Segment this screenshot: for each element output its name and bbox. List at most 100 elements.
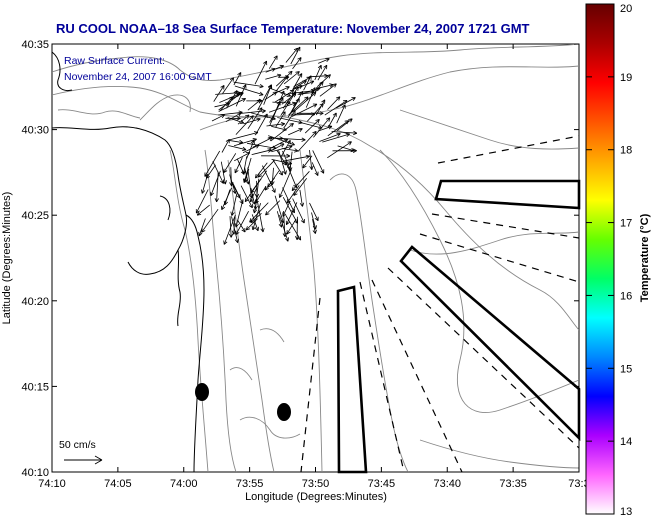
current-vector — [265, 73, 282, 80]
current-vector — [293, 177, 308, 196]
x-tick-label: 74:10 — [38, 478, 66, 490]
current-vector — [231, 216, 239, 243]
current-vector — [201, 173, 209, 194]
current-vector — [290, 98, 300, 113]
current-vector — [267, 170, 280, 188]
current-vector — [201, 208, 219, 233]
y-tick-label: 40:30 — [21, 125, 49, 137]
x-tick-label: 73:3 — [568, 478, 589, 490]
current-vector — [312, 150, 325, 174]
x-tick-label: 73:35 — [499, 478, 527, 490]
colorbar: 20 19 18 17 16 15 14 13 Temperature (°C) — [585, 3, 651, 518]
current-vector — [252, 195, 258, 214]
current-vector — [283, 71, 300, 85]
current-vector — [278, 150, 287, 175]
current-vector — [225, 116, 241, 121]
current-vector — [240, 185, 253, 209]
map-panel: Raw Surface Current: November 24, 2007 1… — [51, 43, 581, 474]
current-vector — [288, 128, 303, 136]
colorbar-tick-label: 15 — [620, 363, 632, 375]
current-vector — [233, 138, 257, 147]
current-vector — [275, 70, 293, 87]
current-vector — [234, 199, 244, 228]
current-vector — [254, 60, 268, 85]
current-vector — [309, 202, 319, 222]
current-vector — [265, 67, 276, 73]
current-vector — [288, 151, 293, 172]
current-vector — [272, 159, 283, 176]
colorbar-tick-label: 13 — [620, 506, 632, 518]
current-vector — [229, 174, 237, 194]
colorbar-tick-label: 18 — [620, 145, 632, 157]
radar-beam-polygons — [336, 179, 581, 474]
current-vector — [292, 57, 302, 70]
current-vector — [299, 189, 305, 207]
current-vector — [226, 90, 238, 109]
current-vector — [247, 107, 263, 130]
current-vector — [228, 139, 244, 145]
current-vector — [231, 217, 237, 235]
colorbar-gradient — [585, 3, 615, 515]
colorbar-tick-label: 17 — [620, 218, 632, 230]
current-vector — [246, 139, 255, 159]
current-vector — [262, 165, 276, 193]
current-vector — [196, 204, 210, 216]
current-vector — [228, 145, 247, 151]
current-vector — [271, 145, 293, 153]
current-vector — [285, 161, 298, 189]
current-vector — [312, 218, 317, 234]
current-vector — [265, 200, 281, 216]
current-label-line2: November 24, 2007 16:00 GMT — [64, 71, 212, 83]
current-vector — [281, 148, 299, 153]
beam-southeast — [399, 245, 581, 442]
current-vector — [243, 117, 261, 125]
current-vector — [236, 158, 245, 175]
x-tick-label: 74:00 — [170, 478, 198, 490]
current-vector — [250, 212, 262, 223]
current-vector — [268, 55, 278, 69]
current-vector — [336, 118, 353, 132]
current-vector — [233, 72, 242, 86]
current-vector — [313, 117, 331, 138]
current-vector — [282, 154, 310, 162]
current-vector — [269, 101, 281, 127]
current-vector — [318, 58, 330, 64]
scale-label: 50 cm/s — [59, 439, 96, 451]
current-vector — [311, 162, 319, 176]
current-vector — [250, 187, 256, 205]
current-vector — [261, 153, 291, 159]
current-vector — [213, 85, 225, 102]
current-vector — [251, 214, 259, 232]
current-vector — [317, 125, 333, 132]
current-vector — [221, 187, 232, 211]
current-vector — [324, 100, 348, 116]
current-vector — [285, 47, 298, 63]
current-vector — [304, 119, 320, 134]
current-vector — [233, 81, 264, 89]
current-vector — [327, 96, 341, 110]
current-vector — [315, 83, 334, 90]
current-vector — [285, 202, 298, 226]
y-axis: 40:35 40:30 40:25 40:20 40:15 40:10 — [21, 39, 579, 479]
current-vector — [291, 103, 318, 117]
current-vector — [302, 155, 313, 169]
current-vector — [243, 157, 252, 183]
current-vector — [245, 218, 258, 231]
current-vector — [268, 101, 297, 113]
current-vector — [305, 87, 316, 108]
current-vector — [292, 73, 303, 91]
current-vector — [291, 171, 310, 191]
y-tick-label: 40:20 — [21, 296, 49, 308]
current-vector — [286, 185, 300, 204]
current-vector — [251, 202, 261, 231]
current-vector — [198, 218, 206, 237]
map-frame — [51, 43, 580, 473]
surface-current-vectors — [195, 46, 358, 245]
current-vector — [285, 214, 302, 241]
current-vector — [327, 120, 350, 137]
x-tick-label: 73:45 — [368, 478, 396, 490]
current-vector — [309, 150, 314, 170]
current-vector — [263, 84, 273, 105]
colorbar-tick-label: 14 — [620, 436, 632, 448]
